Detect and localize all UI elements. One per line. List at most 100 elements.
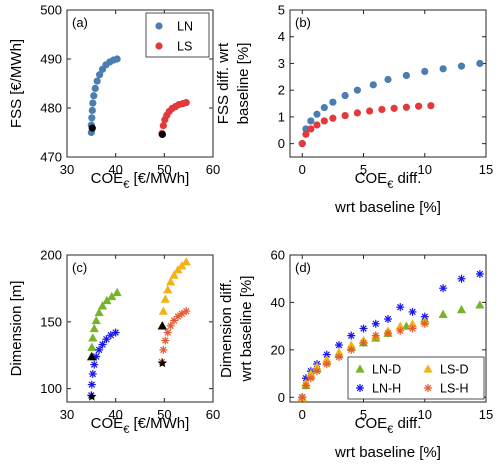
data-point xyxy=(166,277,176,286)
data-point xyxy=(421,67,429,76)
panel-a: 30 40 50 60 470 480 490 500 (a) COE€ [€/MWh] FSS [… xyxy=(8,3,220,192)
legend-marker xyxy=(155,42,163,50)
y-tick-label: 0 xyxy=(278,390,285,405)
data-point xyxy=(475,300,485,309)
data-point xyxy=(158,306,168,315)
data-point xyxy=(107,291,117,301)
legend-box xyxy=(347,356,485,400)
data-point xyxy=(335,341,343,350)
y-axis-label: FSS diff. wrt xyxy=(215,42,232,124)
x-tick-label: 60 xyxy=(206,407,220,422)
x-tick-label: 10 xyxy=(418,407,432,422)
y-tick-label: 40 xyxy=(271,295,285,310)
data-point xyxy=(439,284,448,293)
data-point xyxy=(181,257,191,266)
data-point xyxy=(306,374,315,383)
data-point xyxy=(182,307,191,316)
series-LN-H xyxy=(298,269,484,402)
data-point xyxy=(87,342,97,351)
panel-label: (b) xyxy=(295,15,311,30)
y-tick-label: 0 xyxy=(278,136,285,151)
x-axis-label-line2: wrt baseline [%] xyxy=(334,444,441,461)
data-point xyxy=(177,309,186,318)
y-axis-label: Dimension diff. xyxy=(218,279,235,378)
data-point xyxy=(476,59,484,68)
x-tick-label: 30 xyxy=(60,407,74,422)
y-tick-label: 3 xyxy=(278,56,285,71)
data-point xyxy=(182,99,190,107)
y-tick-label: 500 xyxy=(40,3,62,18)
data-point xyxy=(384,75,392,84)
y-tick-label: 490 xyxy=(40,52,62,67)
data-point xyxy=(106,331,115,340)
legend-label: LN-H xyxy=(372,382,401,396)
data-point xyxy=(359,324,368,333)
data-point xyxy=(341,111,349,120)
data-point xyxy=(341,91,349,100)
data-point xyxy=(87,380,96,389)
data-point xyxy=(91,315,101,325)
data-point xyxy=(88,124,96,132)
legend-label: LS-D xyxy=(440,363,468,377)
data-point xyxy=(111,328,120,337)
data-point xyxy=(366,107,374,115)
y-axis-label: Dimension [m] xyxy=(8,281,25,377)
x-tick-label: 50 xyxy=(157,407,171,422)
data-point xyxy=(329,114,337,122)
data-point xyxy=(353,109,361,117)
data-point xyxy=(475,269,484,278)
data-point xyxy=(371,319,380,328)
data-point xyxy=(96,71,104,79)
y-tick-label: 4 xyxy=(278,29,285,44)
x-axis-label: COE€ diff. xyxy=(355,170,422,191)
data-point xyxy=(322,360,331,369)
series-LS xyxy=(158,99,190,138)
data-point xyxy=(420,319,429,328)
y-tick-label: 2 xyxy=(278,83,285,98)
data-point xyxy=(401,321,411,330)
data-point xyxy=(320,117,328,125)
data-point xyxy=(438,309,448,318)
data-point xyxy=(298,140,306,148)
legend-marker xyxy=(155,22,163,30)
data-point xyxy=(157,321,167,330)
data-point xyxy=(369,81,377,89)
data-point xyxy=(353,86,361,94)
data-point xyxy=(402,71,410,80)
axes-box xyxy=(66,254,214,403)
data-point xyxy=(347,331,356,340)
x-tick-label: 5 xyxy=(360,407,367,422)
axes-box xyxy=(289,9,487,158)
y-tick-label: 100 xyxy=(40,381,62,396)
x-tick-label: 30 xyxy=(60,162,74,177)
panel-d: 0 5 10 15 0 20 40 60 (d) COE€ diff. wrt baseline [… xyxy=(218,248,493,462)
axes-box xyxy=(66,9,214,158)
data-point xyxy=(113,55,121,63)
data-point xyxy=(415,102,423,110)
data-point xyxy=(98,340,107,349)
legend-marker xyxy=(424,384,432,392)
data-point xyxy=(439,65,447,73)
data-point xyxy=(87,351,97,361)
x-tick-label: 60 xyxy=(206,162,220,177)
data-point xyxy=(163,285,173,294)
y-axis-label-line2: baseline [%] xyxy=(235,43,252,125)
x-tick-label: 15 xyxy=(479,407,493,422)
data-point xyxy=(88,369,97,378)
data-point xyxy=(371,331,380,340)
data-point xyxy=(396,303,405,312)
x-tick-label: 5 xyxy=(360,162,367,177)
x-axis-label: COE€ diff. xyxy=(355,415,422,436)
series-LS-H xyxy=(298,319,429,402)
y-tick-label: 200 xyxy=(40,248,62,263)
axes-box xyxy=(289,254,487,403)
data-point xyxy=(329,98,337,106)
y-tick-label: 5 xyxy=(278,3,285,18)
data-point xyxy=(158,130,166,139)
data-point xyxy=(91,84,99,92)
data-point xyxy=(359,338,368,347)
data-point xyxy=(457,274,466,283)
legend-box xyxy=(145,12,210,58)
series-LS xyxy=(298,102,435,148)
data-point xyxy=(384,315,392,324)
